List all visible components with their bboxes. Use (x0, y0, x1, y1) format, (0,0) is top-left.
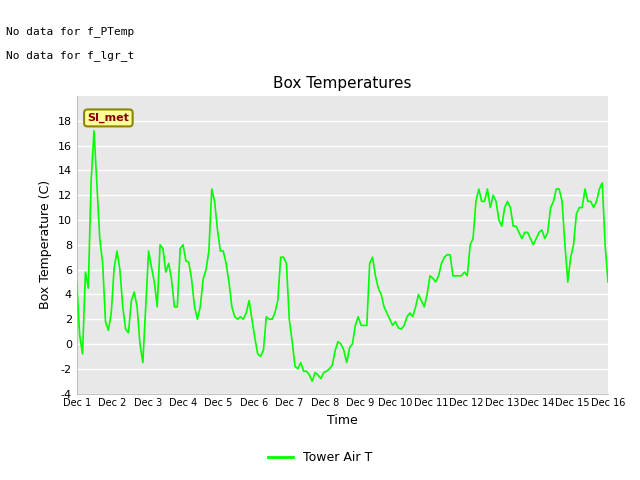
Text: No data for f_PTemp: No data for f_PTemp (6, 25, 134, 36)
Text: No data for f_lgr_t: No data for f_lgr_t (6, 49, 134, 60)
Y-axis label: Box Temperature (C): Box Temperature (C) (39, 180, 52, 310)
X-axis label: Time: Time (327, 414, 358, 427)
Text: SI_met: SI_met (88, 113, 129, 123)
Legend: Tower Air T: Tower Air T (263, 446, 377, 469)
Title: Box Temperatures: Box Temperatures (273, 76, 412, 91)
